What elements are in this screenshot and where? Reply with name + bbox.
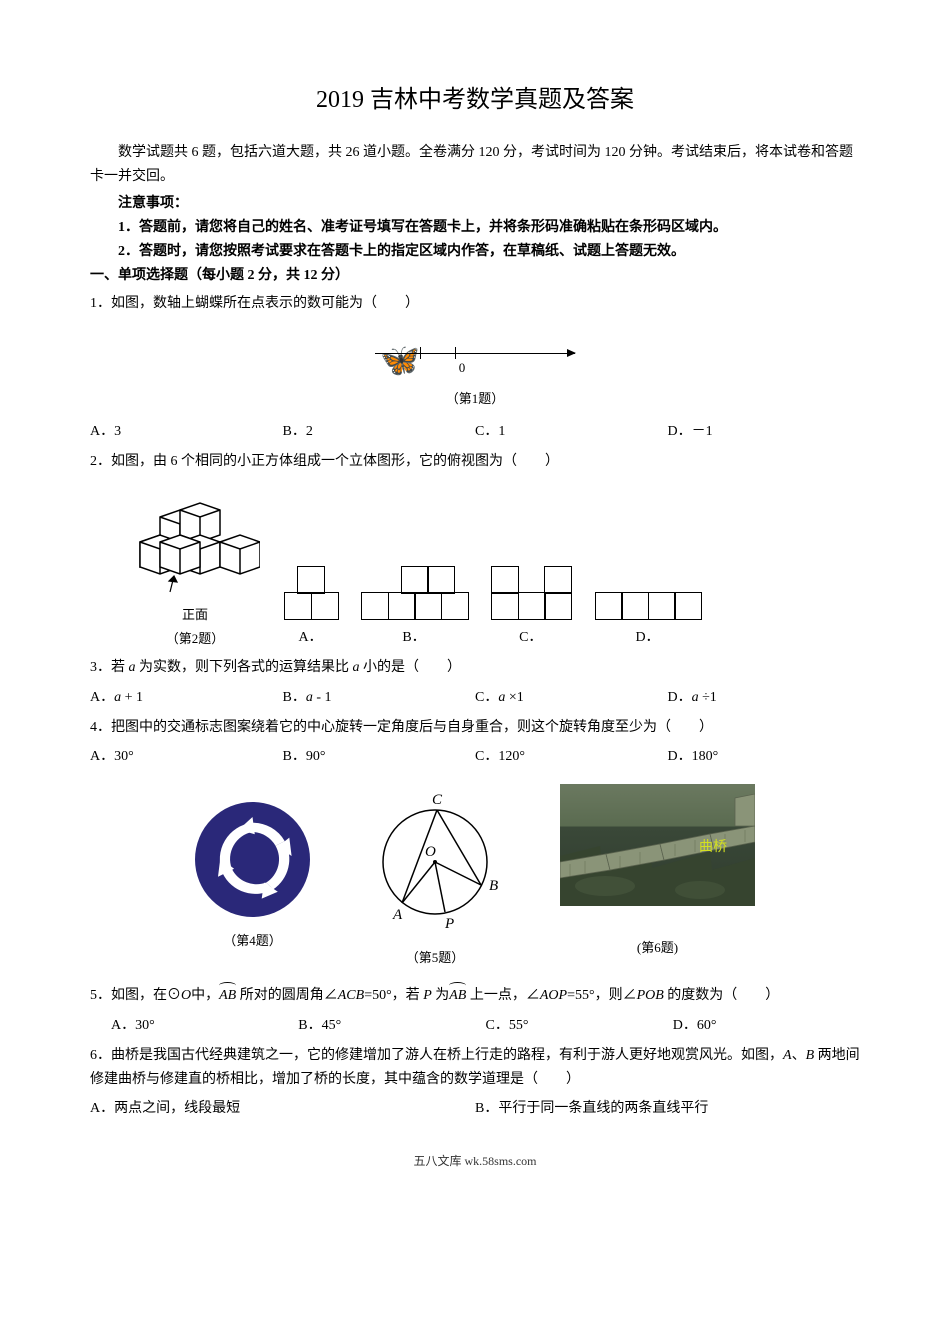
question-4-text: 4．把图中的交通标志图案绕着它的中心旋转一定角度后与自身重合，则这个旋转角度至少… [90, 716, 860, 740]
butterfly-icon: 🦋 [380, 333, 420, 387]
q5-varACB: ACB [338, 988, 364, 1003]
q5-caption: （第5题） [365, 947, 505, 969]
q5-options: A．30° B．45° C．55° D．60° [90, 1014, 860, 1038]
bridge-B-label: B [698, 901, 707, 907]
zero-label: 0 [459, 357, 466, 379]
notice-2: 2．答题时，请您按照考试要求在答题卡上的指定区域内作答，在草稿纸、试题上答题无效… [90, 240, 860, 264]
question-1-figure: 🦋 0 （第1题） [90, 325, 860, 410]
q5-figure: C O B A P （第5题） [365, 784, 505, 969]
q5-opt-c: C．55° [486, 1014, 673, 1038]
figures-row: （第4题） C O B A P （第5题） A [90, 784, 860, 969]
q2-opt-d-shape: D． [595, 580, 701, 650]
q1-opt-b: B．2 [283, 420, 476, 444]
question-3-text: 3．若 a 为实数，则下列各式的运算结果比 a 小的是（ ） [90, 656, 860, 680]
q5-varAOP: AOP [540, 988, 567, 1003]
page-title: 2019 吉林中考数学真题及答案 [90, 80, 860, 121]
q1-opt-c: C．1 [475, 420, 668, 444]
q1-options: A．3 B．2 C．1 D．－1 [90, 420, 860, 444]
q5-t4: =50°，若 [364, 988, 423, 1003]
label-A: A [392, 907, 403, 923]
number-line-diagram: 🦋 0 [365, 325, 585, 375]
traffic-sign-icon [195, 802, 310, 917]
label-C: C [432, 792, 443, 808]
q5-varP: P [423, 988, 432, 1003]
q5-t2: 中， [191, 988, 219, 1003]
question-2-figures: 正面 （第2题） A． B． C． D． [130, 482, 860, 650]
section-1-heading: 一、单项选择题（每小题 2 分，共 12 分） [90, 264, 860, 288]
q6-opt-b: B．平行于同一条直线的两条直线平行 [475, 1097, 860, 1121]
q5-varPOB: POB [637, 988, 664, 1003]
q2-opt-a-label: A． [284, 626, 337, 650]
q5-t5: 为 [432, 988, 450, 1003]
q3-prefix: 3．若 [90, 660, 129, 675]
q6-options: A．两点之间，线段最短 B．平行于同一条直线的两条直线平行 [90, 1097, 860, 1121]
label-P: P [444, 916, 454, 932]
q2-opt-c-label: C． [491, 626, 571, 650]
question-1-text: 1．如图，数轴上蝴蝶所在点表示的数可能为（ ） [90, 292, 860, 316]
q5-opt-b: B．45° [298, 1014, 485, 1038]
exam-intro: 数学试题共 6 题，包括六道大题，共 26 道小题。全卷满分 120 分，考试时… [90, 141, 860, 189]
q4-opt-d: D．180° [668, 745, 861, 769]
q6-varB: B [806, 1048, 815, 1063]
q4-options: A．30° B．90° C．120° D．180° [90, 745, 860, 769]
notice-heading: 注意事项： [90, 192, 860, 216]
question-6-text: 6．曲桥是我国古代经典建筑之一，它的修建增加了游人在桥上行走的路程，有利于游人更… [90, 1044, 860, 1092]
q2-opt-b-shape: B． [361, 566, 467, 650]
q3-var-a: a [129, 660, 136, 675]
q4-opt-c: C．120° [475, 745, 668, 769]
label-O: O [425, 844, 436, 860]
q2-opt-d-label: D． [595, 626, 701, 650]
q5-t6: 上一点，∠ [466, 988, 540, 1003]
q3-options: A．a + 1 B．a - 1 C．a ×1 D．a ÷1 [90, 686, 860, 710]
question-5-text: 5．如图，在⊙O中，AB 所对的圆周角∠ACB=50°，若 P 为AB 上一点，… [90, 984, 860, 1008]
q5-opt-d: D．60° [673, 1014, 860, 1038]
q2-3d-figure: 正面 （第2题） [130, 482, 260, 650]
q5-t3: 所对的圆周角∠ [236, 988, 338, 1003]
q2-caption: （第2题） [130, 628, 260, 650]
label-B: B [489, 878, 498, 894]
q3-var-a2: a [353, 660, 360, 675]
notice-1: 1．答题前，请您将自己的姓名、准考证号填写在答题卡上，并将条形码准确粘贴在条形码… [90, 216, 860, 240]
q3-suffix: 小的是（ ） [360, 660, 462, 675]
q3-opt-c: C．a ×1 [475, 686, 668, 710]
q5-arc2: AB [449, 984, 466, 1008]
q5-arc1: AB [219, 984, 236, 1008]
page-footer: 五八文库 wk.58sms.com [90, 1151, 860, 1171]
q6-caption: (第6题) [560, 937, 755, 959]
circle-geometry-icon: C O B A P [365, 784, 505, 934]
q3-mid: 为实数，则下列各式的运算结果比 [136, 660, 353, 675]
q4-caption: （第4题） [195, 930, 310, 952]
q3-opt-a: A．a + 1 [90, 686, 283, 710]
q2-opt-a-shape: A． [284, 566, 337, 650]
q6-mid: 、 [792, 1048, 806, 1063]
tick-mark [420, 347, 421, 359]
q6-figure: A [560, 784, 755, 959]
number-line [375, 353, 575, 354]
q3-opt-d: D．a ÷1 [668, 686, 861, 710]
q4-opt-a: A．30° [90, 745, 283, 769]
tick-zero [455, 347, 456, 359]
bridge-photo: A [560, 784, 755, 906]
q6-varA: A [783, 1048, 792, 1063]
bridge-label: 曲桥 [699, 836, 727, 860]
q1-opt-a: A．3 [90, 420, 283, 444]
q1-caption: （第1题） [90, 388, 860, 410]
q1-opt-d: D．－1 [668, 420, 861, 444]
q5-t8: 的度数为（ ） [664, 988, 780, 1003]
q5-varO: O [181, 988, 191, 1003]
q4-figure: （第4题） [195, 802, 310, 952]
q6-opt-a: A．两点之间，线段最短 [90, 1097, 475, 1121]
q4-opt-b: B．90° [283, 745, 476, 769]
q5-opt-a: A．30° [111, 1014, 298, 1038]
q2-opt-c-shape: C． [491, 566, 571, 650]
question-2-text: 2．如图，由 6 个相同的小正方体组成一个立体图形，它的俯视图为（ ） [90, 450, 860, 474]
q6-t1: 6．曲桥是我国古代经典建筑之一，它的修建增加了游人在桥上行走的路程，有利于游人更… [90, 1048, 783, 1063]
cubes-3d-icon [130, 482, 260, 602]
front-label: 正面 [130, 604, 260, 626]
q2-opt-b-label: B． [361, 626, 467, 650]
q3-opt-b: B．a - 1 [283, 686, 476, 710]
q5-t7: =55°，则∠ [567, 988, 637, 1003]
q5-t1: 5．如图，在⊙ [90, 988, 181, 1003]
